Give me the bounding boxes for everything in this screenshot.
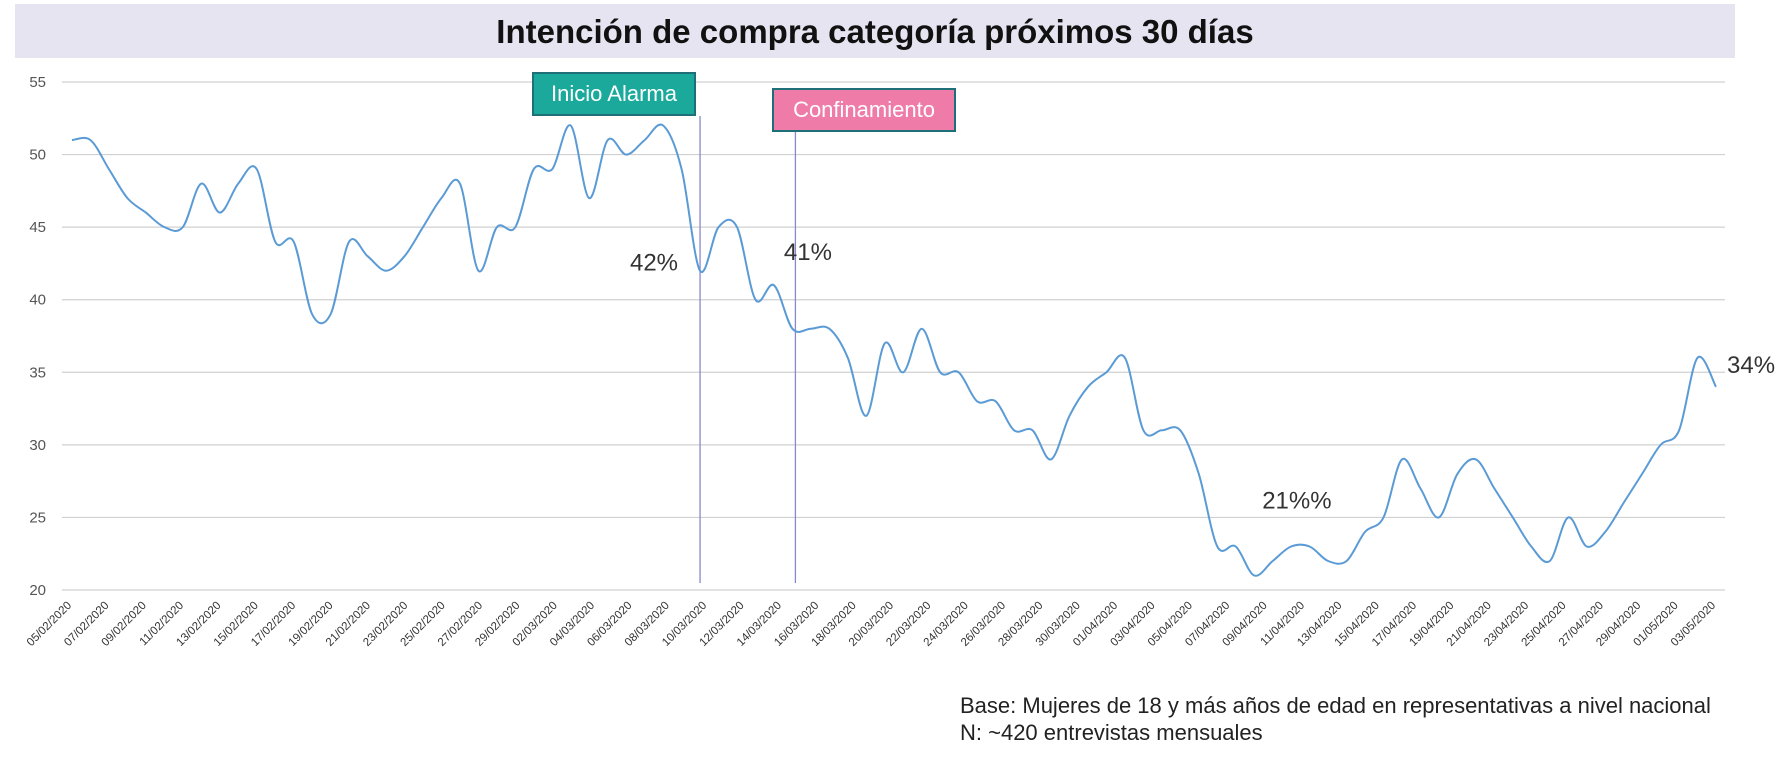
- y-tick-label: 55: [29, 74, 46, 91]
- y-tick-label: 45: [29, 219, 46, 236]
- y-tick-label: 50: [29, 147, 46, 164]
- inicio-alarma-callout: Inicio Alarma: [532, 72, 696, 116]
- confinamiento-callout: Confinamiento: [772, 88, 956, 132]
- y-tick-label: 20: [29, 582, 46, 599]
- data-label: 42%: [630, 250, 678, 277]
- footer-base: Base: Mujeres de 18 y más años de edad e…: [960, 693, 1711, 718]
- data-label: 34%: [1727, 352, 1775, 379]
- y-tick-label: 30: [29, 437, 46, 454]
- data-label: 41%: [784, 239, 832, 266]
- series-line: [71, 123, 1717, 577]
- y-tick-label: 25: [29, 509, 46, 526]
- footer-n: N: ~420 entrevistas mensuales: [960, 720, 1263, 745]
- y-tick-label: 40: [29, 292, 46, 309]
- title-band: Intención de compra categoría próximos 3…: [15, 4, 1735, 58]
- footer-note: Base: Mujeres de 18 y más años de edad e…: [960, 692, 1711, 746]
- chart-title: Intención de compra categoría próximos 3…: [496, 13, 1254, 50]
- line-chart: 202530354045505505/02/202007/02/202009/0…: [25, 74, 1775, 649]
- y-tick-label: 35: [29, 364, 46, 381]
- data-label: 21%%: [1262, 487, 1331, 514]
